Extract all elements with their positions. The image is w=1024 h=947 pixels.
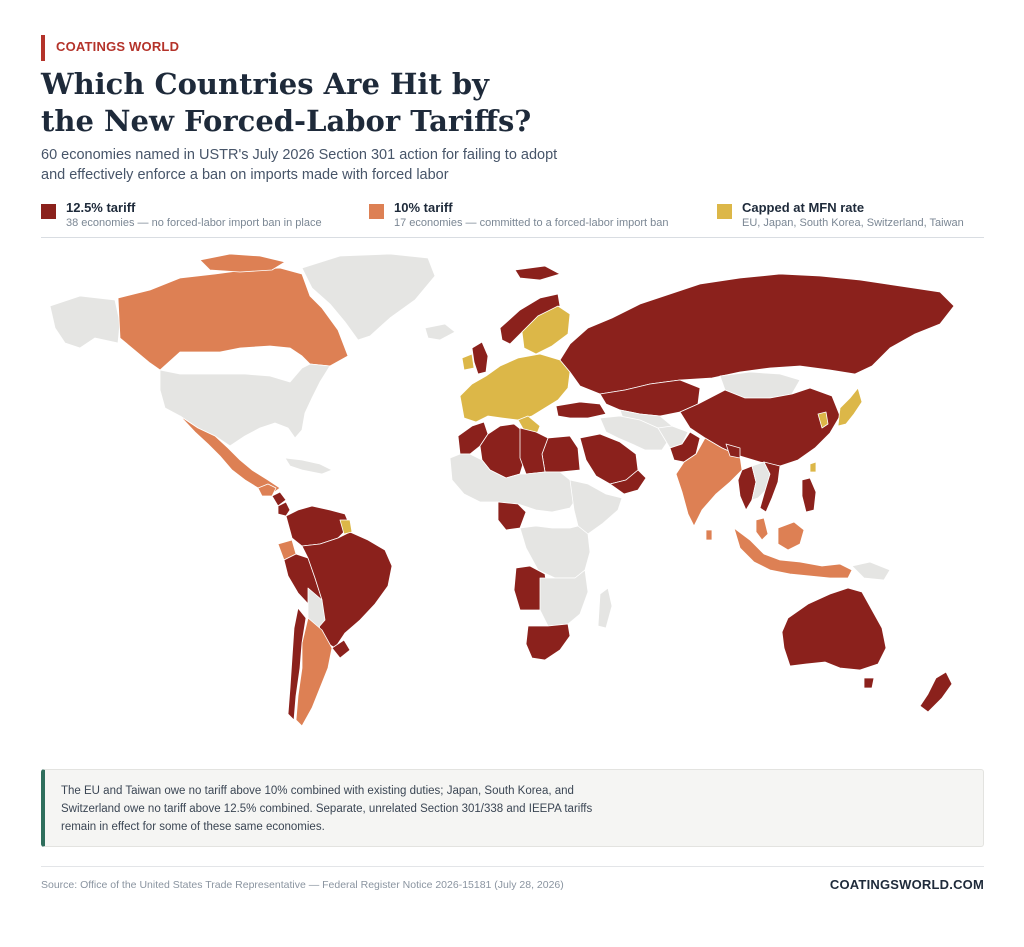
country-guiana	[339, 519, 353, 535]
legend-label-capped: Capped at MFN rate	[742, 200, 865, 215]
country-egypt	[541, 435, 581, 473]
page-title: Which Countries Are Hit by the New Force…	[41, 66, 641, 140]
country-tasmania	[863, 677, 875, 689]
country-nicaragua-costa-rica	[277, 501, 291, 517]
country-canada-islands	[199, 253, 286, 273]
footer-divider	[41, 866, 984, 867]
country-mexico	[179, 415, 281, 495]
policy-note: The EU and Taiwan owe no tariff above 10…	[41, 769, 984, 847]
legend: 12.5% tariff 38 economies — no forced-la…	[41, 200, 984, 236]
country-india	[675, 437, 743, 527]
legend-label-10: 10% tariff	[394, 200, 453, 215]
country-ireland	[461, 353, 475, 371]
country-indonesia	[733, 527, 853, 579]
legend-swatch-10	[369, 204, 384, 219]
brand-label: COATINGS WORLD	[56, 39, 180, 54]
country-bolivia-paraguay	[307, 587, 326, 629]
country-guatemala	[257, 483, 277, 497]
page-subtitle: 60 economies named in USTR's July 2026 S…	[41, 145, 601, 185]
country-nepal-bangladesh	[725, 443, 741, 459]
legend-desc-10: 17 economies — committed to a forced-lab…	[394, 217, 669, 229]
region-horn-of-africa	[569, 479, 623, 535]
legend-swatch-12-5	[41, 204, 56, 219]
country-new-zealand	[919, 671, 953, 713]
region-madagascar	[597, 587, 613, 629]
note-line-2: Switzerland owe no tariff above 12.5% co…	[61, 803, 593, 815]
country-vietnam-cambodia	[759, 461, 781, 513]
country-united-kingdom	[471, 341, 489, 375]
region-papua	[851, 561, 891, 581]
brand-accent-bar	[41, 35, 45, 61]
source-note: Source: Office of the United States Trad…	[41, 879, 564, 891]
world-map	[49, 253, 955, 727]
region-caribbean	[284, 457, 333, 475]
country-oman-yemen	[609, 469, 647, 495]
country-honduras	[271, 491, 287, 507]
region-iceland	[424, 323, 456, 341]
country-argentina	[295, 617, 333, 727]
title-line-2: the New Forced-Labor Tariffs?	[41, 104, 532, 138]
country-sri-lanka	[705, 529, 713, 541]
legend-label-12-5: 12.5% tariff	[66, 200, 136, 215]
region-alaska	[49, 295, 121, 349]
country-sweden-finland	[521, 305, 571, 355]
title-line-1: Which Countries Are Hit by	[41, 67, 490, 101]
country-malaysia	[755, 517, 769, 541]
region-iran-iraq	[599, 415, 671, 451]
region-european-union	[459, 353, 571, 423]
note-line-1: The EU and Taiwan owe no tariff above 10…	[61, 785, 574, 797]
region-greenland	[301, 253, 436, 341]
country-chile	[287, 607, 307, 721]
country-turkey	[555, 401, 607, 419]
country-libya	[519, 427, 549, 475]
country-nigeria	[497, 501, 527, 531]
country-pakistan	[669, 431, 701, 463]
country-philippines	[801, 477, 817, 513]
region-southern-africa	[539, 569, 589, 627]
site-link[interactable]: COATINGSWORLD.COM	[829, 877, 984, 892]
legend-desc-capped: EU, Japan, South Korea, Switzerland, Tai…	[742, 217, 964, 229]
country-taiwan	[809, 461, 817, 473]
country-russia-arctic	[514, 265, 561, 281]
note-line-3: remain in effect for some of these same …	[61, 821, 325, 833]
region-afghanistan	[657, 425, 689, 449]
subtitle-line-1: 60 economies named in USTR's July 2026 S…	[41, 147, 558, 163]
country-australia	[781, 587, 887, 671]
policy-note-text: The EU and Taiwan owe no tariff above 10…	[61, 782, 661, 836]
country-south-africa	[525, 623, 571, 661]
legend-divider	[41, 237, 984, 238]
legend-swatch-capped	[717, 204, 732, 219]
region-united-states	[159, 363, 331, 447]
subtitle-line-2: and effectively enforce a ban on imports…	[41, 167, 449, 183]
legend-desc-12-5: 38 economies — no forced-labor import ba…	[66, 217, 322, 229]
country-south-korea	[817, 411, 829, 429]
country-borneo-malaysia	[777, 521, 805, 551]
country-japan	[837, 387, 863, 427]
country-uruguay	[331, 639, 351, 659]
